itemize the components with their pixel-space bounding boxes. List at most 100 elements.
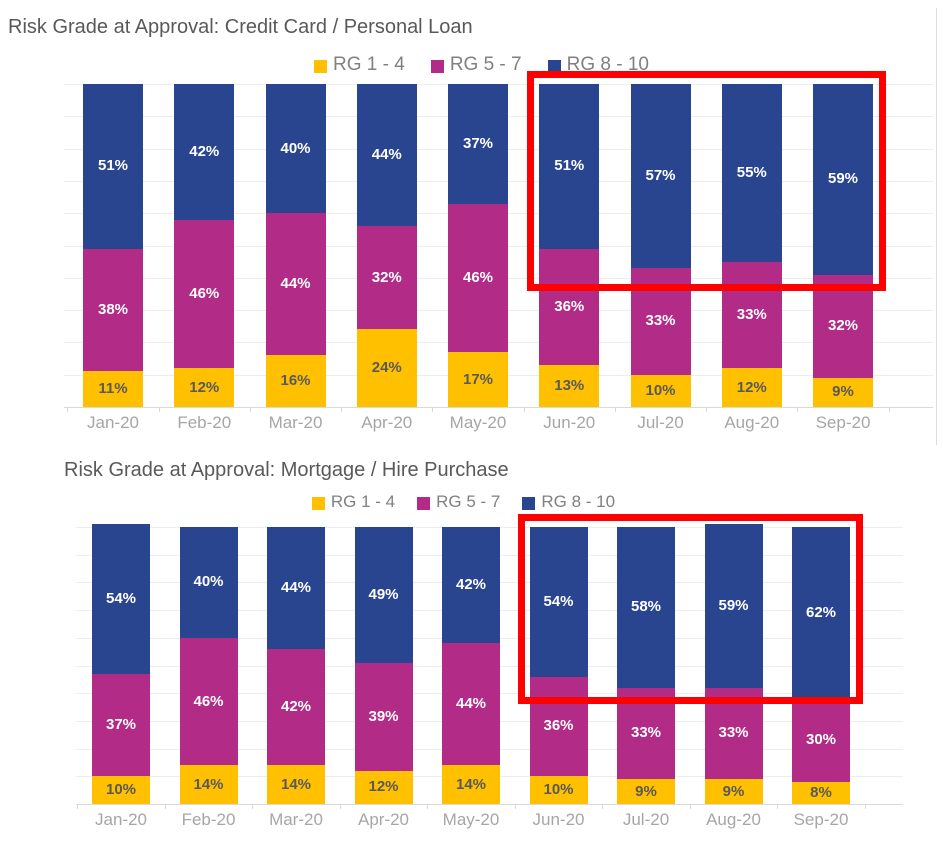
- x-axis-tick: [341, 407, 343, 412]
- bar-value-label: 14%: [455, 775, 487, 793]
- bar-segment-rg1-4: [174, 368, 235, 407]
- bar-segment-rg1-4: [354, 770, 413, 804]
- chart1-legend-label-rg8-10: RG 8 - 10: [566, 54, 649, 75]
- x-axis-tick: [864, 804, 866, 809]
- x-axis-tick: [523, 407, 525, 412]
- x-axis-tick: [614, 407, 616, 412]
- bar-value-label: 44%: [280, 578, 312, 596]
- chart2-legend-label-rg1-4: RG 1 - 4: [330, 492, 396, 511]
- chart1-right-edge-line: [936, 8, 937, 445]
- bar-segment-rg1-4: [267, 765, 325, 804]
- bar-segment-rg5-7: [813, 274, 873, 378]
- x-axis-tick: [432, 407, 434, 412]
- bar-segment-rg8-10: [792, 527, 850, 699]
- x-axis-tick: [164, 804, 166, 809]
- bar-value-label: 42%: [455, 576, 487, 594]
- x-axis-label: Feb-20: [181, 810, 236, 829]
- gridline: [76, 665, 903, 667]
- x-axis-label: Sep-20: [815, 413, 871, 432]
- bar-value-label: 44%: [280, 275, 311, 293]
- bar-segment-rg5-7: [174, 219, 235, 369]
- bar-value-label: 59%: [827, 170, 859, 188]
- highlight-box: [517, 514, 863, 705]
- bar-value-label: 49%: [368, 585, 399, 603]
- bar-segment-rg8-10: [92, 524, 150, 674]
- chart1-legend-item-rg8-10: RG 8 - 10: [547, 54, 649, 76]
- rg8-10-swatch-icon: [547, 59, 561, 73]
- bar-segment-rg1-4: [92, 776, 150, 804]
- bar-value-label: 36%: [554, 297, 585, 315]
- bar-segment-rg5-7: [704, 687, 763, 780]
- bar-value-label: 37%: [462, 134, 494, 152]
- gridline: [64, 245, 933, 247]
- x-axis-label: Jan-20: [95, 810, 147, 829]
- bar-value-label: 54%: [105, 590, 137, 608]
- x-axis-label: Jun-20: [532, 810, 585, 829]
- x-axis-line: [76, 804, 903, 805]
- x-axis-label: Sep-20: [793, 810, 849, 829]
- bar-segment-rg8-10: [83, 84, 143, 249]
- bar-segment-rg8-10: [721, 84, 782, 262]
- bar-value-label: 59%: [718, 596, 749, 614]
- bar-segment-rg5-7: [92, 673, 150, 777]
- x-axis-label: Jun-20: [543, 413, 596, 432]
- bar-segment-rg5-7: [442, 643, 500, 766]
- bar-segment-rg1-4: [448, 352, 508, 407]
- rg8-10-swatch-icon: [522, 496, 536, 510]
- bar-value-label: 33%: [718, 724, 749, 742]
- bar-value-label: 12%: [189, 378, 220, 396]
- gridline: [76, 637, 903, 639]
- bar-value-label: 32%: [827, 317, 859, 335]
- bar-value-label: 36%: [543, 717, 574, 735]
- bar-value-label: 9%: [832, 383, 854, 401]
- chart1-legend-label-rg1-4: RG 1 - 4: [333, 54, 405, 75]
- gridline: [76, 693, 903, 695]
- gridline: [64, 342, 933, 344]
- highlight-box: [527, 71, 886, 291]
- x-axis-tick: [77, 804, 79, 809]
- x-axis-label: Jul-20: [622, 810, 670, 829]
- bar-value-label: 58%: [630, 598, 662, 616]
- bar-segment-rg8-10: [354, 527, 413, 663]
- bar-segment-rg8-10: [265, 84, 326, 214]
- gridline: [64, 116, 933, 118]
- bar-segment-rg8-10: [529, 527, 588, 677]
- bar-value-label: 9%: [722, 782, 745, 800]
- x-axis-tick: [427, 804, 429, 809]
- gridline: [64, 180, 933, 182]
- x-axis-label: Apr-20: [361, 413, 413, 432]
- bar-segment-rg5-7: [617, 687, 675, 780]
- bar-segment-rg5-7: [539, 248, 600, 365]
- bar-value-label: 12%: [368, 778, 399, 796]
- bar-value-label: 13%: [554, 377, 585, 394]
- bar-segment-rg1-4: [356, 329, 417, 407]
- chart1-legend-item-rg5-7: RG 5 - 7: [430, 54, 522, 76]
- bar-value-label: 42%: [280, 698, 312, 716]
- bar-value-label: 33%: [736, 305, 767, 323]
- bar-value-label: 37%: [105, 716, 137, 734]
- bar-segment-rg8-10: [704, 524, 763, 688]
- x-axis-label: May-20: [442, 810, 500, 829]
- bar-value-label: 54%: [543, 592, 574, 610]
- bar-segment-rg1-4: [442, 765, 500, 804]
- bar-value-label: 51%: [97, 157, 129, 175]
- x-axis-tick: [67, 407, 69, 412]
- bar-value-label: 9%: [635, 782, 657, 800]
- x-axis-tick: [158, 407, 160, 412]
- bar-value-label: 11%: [98, 380, 128, 398]
- bar-value-label: 8%: [810, 783, 832, 801]
- gridline: [64, 148, 933, 150]
- x-axis-tick: [252, 804, 254, 809]
- x-axis-tick: [514, 804, 516, 809]
- bar-value-label: 55%: [736, 163, 767, 181]
- bar-segment-rg8-10: [267, 527, 325, 649]
- bar-value-label: 51%: [554, 157, 585, 175]
- chart2-legend-label-rg8-10: RG 8 - 10: [541, 492, 616, 511]
- bar-value-label: 14%: [193, 775, 224, 793]
- bar-segment-rg8-10: [356, 84, 417, 227]
- bar-segment-rg1-4: [704, 779, 763, 804]
- bar-segment-rg8-10: [617, 527, 675, 688]
- bar-segment-rg5-7: [721, 261, 782, 369]
- chart1-legend-label-rg5-7: RG 5 - 7: [449, 54, 522, 75]
- bar-value-label: 39%: [368, 707, 399, 725]
